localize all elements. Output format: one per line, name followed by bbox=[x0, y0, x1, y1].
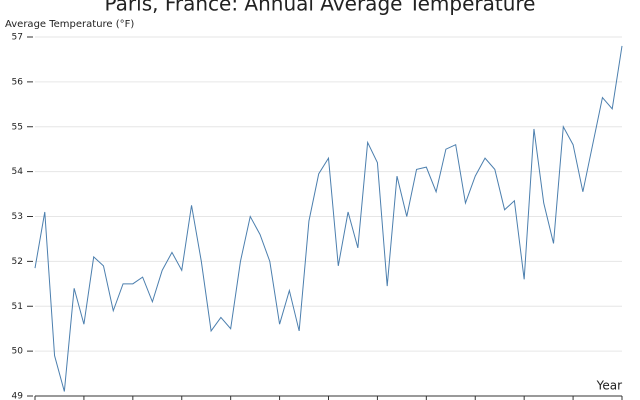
y-tick-label: 57 bbox=[12, 33, 23, 43]
y-axis-label: Average Temperature (°F) bbox=[5, 19, 134, 30]
line-series bbox=[34, 45, 623, 392]
y-tick-label: 56 bbox=[12, 77, 24, 87]
y-tick-label: 50 bbox=[12, 347, 24, 357]
chart-title: Paris, France: Annual Average Temperatur… bbox=[105, 0, 536, 16]
y-tick-label: 49 bbox=[12, 392, 24, 400]
y-tick-label: 55 bbox=[12, 122, 23, 132]
x-axis-label: Year bbox=[596, 379, 622, 393]
y-tick-label: 53 bbox=[12, 212, 23, 222]
y-tick-label: 54 bbox=[12, 167, 24, 177]
y-tick-label: 52 bbox=[12, 257, 23, 267]
y-tick-label: 51 bbox=[12, 302, 23, 312]
